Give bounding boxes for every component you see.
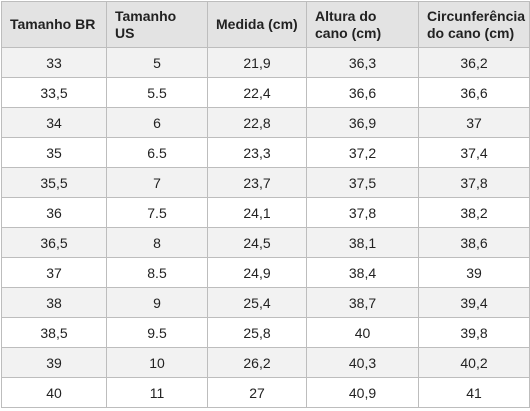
table-cell: 39 [418, 257, 530, 288]
table-cell: 36,3 [306, 47, 419, 78]
table-cell: 37,4 [418, 137, 530, 168]
header-cell: Medida (cm) [207, 1, 307, 48]
header-cell: Circunferência do cano (cm) [418, 1, 530, 48]
table-row: 35 6.5 23,3 37,2 37,4 [1, 137, 530, 168]
table-cell: 38,4 [306, 257, 419, 288]
table-cell: 24,9 [207, 257, 307, 288]
table-row: 36,5 8 24,5 38,1 38,6 [1, 227, 530, 258]
table-cell: 23,7 [207, 167, 307, 198]
table-row: 33 5 21,9 36,3 36,2 [1, 47, 530, 78]
header-cell: Tamanho US [106, 1, 208, 48]
table-cell: 25,8 [207, 317, 307, 348]
table-cell: 36,6 [418, 77, 530, 108]
table-cell: 40 [1, 377, 107, 408]
table-cell: 7.5 [106, 197, 208, 228]
table-cell: 25,4 [207, 287, 307, 318]
header-cell: Tamanho BR [1, 1, 107, 48]
table-row: 38,5 9.5 25,8 40 39,8 [1, 317, 530, 348]
table-cell: 8.5 [106, 257, 208, 288]
table-cell: 11 [106, 377, 208, 408]
table-body: 33 5 21,9 36,3 36,2 33,5 5.5 22,4 36,6 36,6 34 6 22,… [1, 47, 530, 408]
table-cell: 37,8 [306, 197, 419, 228]
table-cell: 22,8 [207, 107, 307, 138]
table-cell: 35 [1, 137, 107, 168]
table-cell: 21,9 [207, 47, 307, 78]
table-cell: 40,3 [306, 347, 419, 378]
table-cell: 24,1 [207, 197, 307, 228]
table-row: 38 9 25,4 38,7 39,4 [1, 287, 530, 318]
table-cell: 33 [1, 47, 107, 78]
header-cell: Altura do cano (cm) [306, 1, 419, 48]
table-cell: 9 [106, 287, 208, 318]
table-cell: 10 [106, 347, 208, 378]
table-row: 35,5 7 23,7 37,5 37,8 [1, 167, 530, 198]
table-cell: 38,1 [306, 227, 419, 258]
table-cell: 33,5 [1, 77, 107, 108]
table-cell: 39,8 [418, 317, 530, 348]
table-cell: 36,2 [418, 47, 530, 78]
header-row: Tamanho BR Tamanho US Medida (cm) Altura do… [1, 1, 530, 48]
table-cell: 38,2 [418, 197, 530, 228]
table-cell: 5 [106, 47, 208, 78]
table-row: 33,5 5.5 22,4 36,6 36,6 [1, 77, 530, 108]
table-cell: 38 [1, 287, 107, 318]
table-cell: 40,9 [306, 377, 419, 408]
table-row: 34 6 22,8 36,9 37 [1, 107, 530, 138]
table-cell: 34 [1, 107, 107, 138]
table-cell: 7 [106, 167, 208, 198]
table-cell: 27 [207, 377, 307, 408]
table-cell: 39 [1, 347, 107, 378]
table-cell: 24,5 [207, 227, 307, 258]
table-row: 37 8.5 24,9 38,4 39 [1, 257, 530, 288]
table-cell: 6.5 [106, 137, 208, 168]
table-cell: 39,4 [418, 287, 530, 318]
table-cell: 40,2 [418, 347, 530, 378]
table-cell: 36,9 [306, 107, 419, 138]
table-cell: 37,8 [418, 167, 530, 198]
table-cell: 23,3 [207, 137, 307, 168]
table-cell: 36,5 [1, 227, 107, 258]
table-cell: 40 [306, 317, 419, 348]
table-cell: 8 [106, 227, 208, 258]
table-cell: 9.5 [106, 317, 208, 348]
table-cell: 36,6 [306, 77, 419, 108]
table-cell: 38,5 [1, 317, 107, 348]
table-cell: 38,7 [306, 287, 419, 318]
table-cell: 37,2 [306, 137, 419, 168]
table-cell: 37 [418, 107, 530, 138]
table-cell: 6 [106, 107, 208, 138]
table-cell: 37,5 [306, 167, 419, 198]
table-cell: 38,6 [418, 227, 530, 258]
table-cell: 36 [1, 197, 107, 228]
table-cell: 5.5 [106, 77, 208, 108]
table-row: 39 10 26,2 40,3 40,2 [1, 347, 530, 378]
table-row: 40 11 27 40,9 41 [1, 377, 530, 408]
table-cell: 22,4 [207, 77, 307, 108]
table-cell: 41 [418, 377, 530, 408]
table-cell: 26,2 [207, 347, 307, 378]
table-cell: 37 [1, 257, 107, 288]
table-row: 36 7.5 24,1 37,8 38,2 [1, 197, 530, 228]
table-cell: 35,5 [1, 167, 107, 198]
